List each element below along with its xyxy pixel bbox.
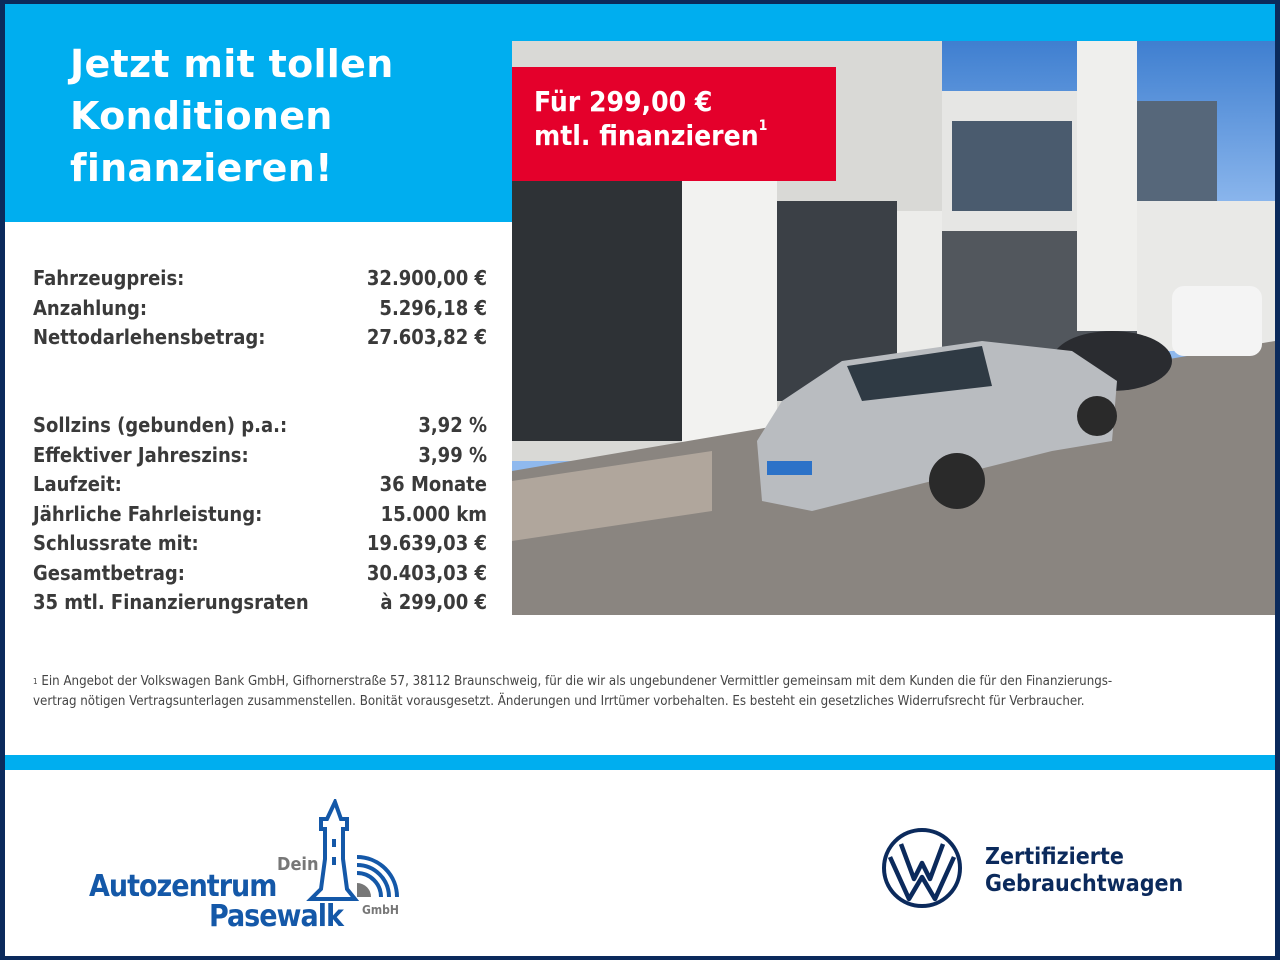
- pricing-table: Fahrzeugpreis: 32.900,00 € Anzahlung: 5.29…: [33, 264, 487, 353]
- footnote-line: 1 Ein Angebot der Volkswagen Bank GmbH, …: [33, 672, 1213, 692]
- table-row: Effektiver Jahreszins: 3,99 %: [33, 441, 487, 471]
- legal-footnote: 1 Ein Angebot der Volkswagen Bank GmbH, …: [33, 672, 1213, 712]
- vw-logo-icon: [881, 827, 963, 913]
- badge-line: Zertifizierte: [985, 844, 1124, 870]
- badge-line: Gebrauchtwagen: [985, 871, 1184, 897]
- dealer-logo: Dein Autozentrum Pasewalk GmbH: [85, 796, 405, 934]
- row-label: Sollzins (gebunden) p.a.:: [33, 413, 288, 437]
- table-row: 35 mtl. Finanzierungsraten à 299,00 €: [33, 588, 487, 618]
- row-label: Laufzeit:: [33, 472, 122, 496]
- headline-line: finanzieren!: [70, 146, 333, 190]
- table-row: Fahrzeugpreis: 32.900,00 €: [33, 264, 487, 294]
- row-value: 32.900,00 €: [366, 266, 487, 290]
- row-label: Gesamtbetrag:: [33, 560, 185, 585]
- row-value: 19.639,03 €: [366, 531, 487, 555]
- logo-name-line2: Pasewalk: [209, 899, 344, 934]
- table-row: Schlussrate mit: 19.639,03 €: [33, 529, 487, 559]
- row-value: 5.296,18 €: [379, 295, 487, 320]
- footnote-text: vertrag nötigen Vertragsunterlagen zusam…: [33, 694, 1085, 709]
- certified-used-cars-label: Zertifizierte Gebrauchtwagen: [985, 844, 1183, 898]
- row-label: Anzahlung:: [33, 295, 148, 320]
- ad-banner: Jetzt mit tollen Konditionen finanzieren…: [5, 4, 1275, 956]
- tower-icon: [306, 796, 399, 901]
- row-value: 3,92 %: [418, 413, 487, 437]
- row-label: Effektiver Jahreszins:: [33, 442, 249, 467]
- table-row: Gesamtbetrag: 30.403,03 €: [33, 559, 487, 589]
- row-value: 30.403,03 €: [366, 560, 487, 585]
- headline: Jetzt mit tollen Konditionen finanzieren…: [70, 38, 394, 194]
- row-value: 3,99 %: [418, 442, 487, 467]
- monthly-rate-badge: Für 299,00 € mtl. finanzieren1: [512, 67, 836, 181]
- logo-dein: Dein: [277, 854, 319, 875]
- footnote-mark: 1: [758, 118, 768, 134]
- row-value: 15.000 km: [380, 501, 487, 526]
- offer-subline: mtl. finanzieren1: [534, 119, 814, 153]
- table-row: Sollzins (gebunden) p.a.: 3,92 %: [33, 411, 487, 441]
- row-label: Fahrzeugpreis:: [33, 266, 185, 290]
- row-value: 27.603,82 €: [366, 325, 487, 349]
- offer-subline-text: mtl. finanzieren: [534, 119, 759, 152]
- table-row: Jährliche Fahrleistung: 15.000 km: [33, 500, 487, 530]
- table-row: Laufzeit: 36 Monate: [33, 470, 487, 500]
- footnote-text: Ein Angebot der Volkswagen Bank GmbH, Gi…: [41, 674, 1113, 689]
- row-label: Jährliche Fahrleistung:: [33, 501, 263, 526]
- logo-gmbh: GmbH: [362, 903, 399, 917]
- row-label: Nettodarlehensbetrag:: [33, 325, 266, 349]
- terms-table: Sollzins (gebunden) p.a.: 3,92 % Effektiv…: [33, 411, 487, 618]
- table-row: Anzahlung: 5.296,18 €: [33, 294, 487, 324]
- row-value: 36 Monate: [379, 472, 487, 496]
- divider-stripe: [5, 755, 1275, 770]
- headline-line: Jetzt mit tollen: [70, 42, 394, 86]
- footnote-mark: 1: [33, 677, 38, 686]
- table-row: Nettodarlehensbetrag: 27.603,82 €: [33, 323, 487, 353]
- headline-line: Konditionen: [70, 94, 333, 138]
- logo-name-line1: Autozentrum: [89, 869, 277, 904]
- row-value: à 299,00 €: [380, 590, 487, 614]
- offer-price: Für 299,00 €: [534, 85, 713, 118]
- car-dealership-photo: [512, 41, 1275, 615]
- row-label: 35 mtl. Finanzierungsraten: [33, 590, 309, 614]
- row-label: Schlussrate mit:: [33, 531, 199, 555]
